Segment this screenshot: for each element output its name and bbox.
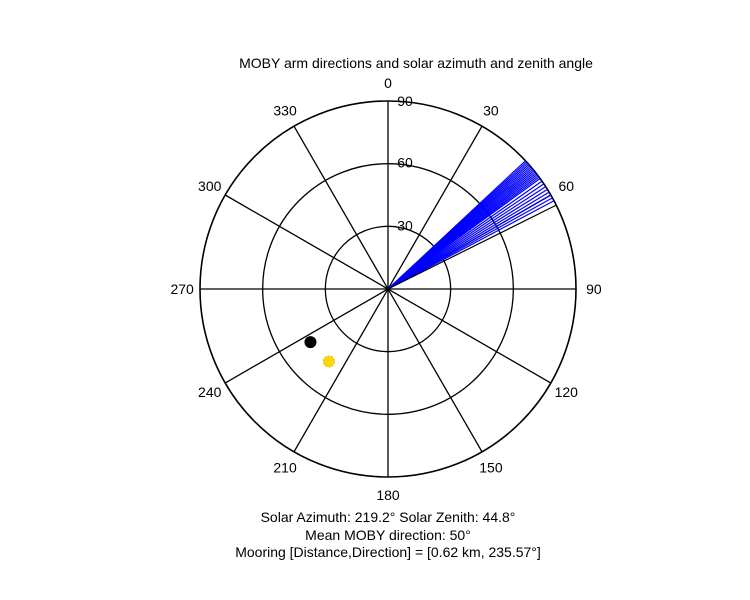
moby-arm-line xyxy=(387,200,555,290)
angle-tick-label: 60 xyxy=(558,178,574,194)
angle-tick-label: 240 xyxy=(198,384,222,400)
radial-tick-label: 90 xyxy=(397,93,413,109)
mooring-marker xyxy=(304,336,317,349)
angle-tick-label: 30 xyxy=(483,103,499,119)
chart-title: MOBY arm directions and solar azimuth an… xyxy=(239,55,593,71)
sun-marker xyxy=(322,355,335,368)
footer-mooring-info: Mooring [Distance,Direction] = [0.62 km,… xyxy=(235,544,541,560)
angle-tick-label: 300 xyxy=(198,178,222,194)
angle-tick-label: 90 xyxy=(586,281,602,297)
angle-tick-label: 210 xyxy=(273,459,297,475)
reference-direction-line xyxy=(387,204,557,290)
angle-tick-label: 150 xyxy=(479,459,503,475)
radial-tick-label: 30 xyxy=(397,217,413,233)
angle-tick-label: 270 xyxy=(170,281,194,297)
angle-tick-label: 330 xyxy=(273,103,297,119)
footer-solar-info: Solar Azimuth: 219.2° Solar Zenith: 44.8… xyxy=(260,509,516,525)
footer-mean-direction: Mean MOBY direction: 50° xyxy=(305,527,471,543)
angle-tick-label: 120 xyxy=(555,384,579,400)
angle-tick-label: 0 xyxy=(384,75,392,91)
radial-tick-label: 60 xyxy=(397,155,413,171)
angle-tick-label: 180 xyxy=(376,487,400,503)
